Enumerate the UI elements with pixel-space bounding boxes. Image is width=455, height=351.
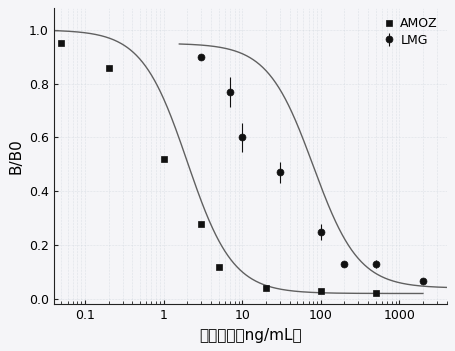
AMOZ xyxy=(373,291,379,296)
AMOZ xyxy=(198,221,204,226)
X-axis label: 药物浓度（ng/mL）: 药物浓度（ng/mL） xyxy=(199,328,302,343)
AMOZ xyxy=(216,265,221,269)
AMOZ xyxy=(318,289,324,293)
AMOZ xyxy=(59,41,64,45)
AMOZ xyxy=(106,65,111,69)
AMOZ xyxy=(161,157,167,161)
AMOZ xyxy=(263,286,268,290)
Y-axis label: B/B0: B/B0 xyxy=(8,138,23,174)
Legend: AMOZ, LMG: AMOZ, LMG xyxy=(380,15,440,49)
Line: AMOZ: AMOZ xyxy=(58,40,379,297)
